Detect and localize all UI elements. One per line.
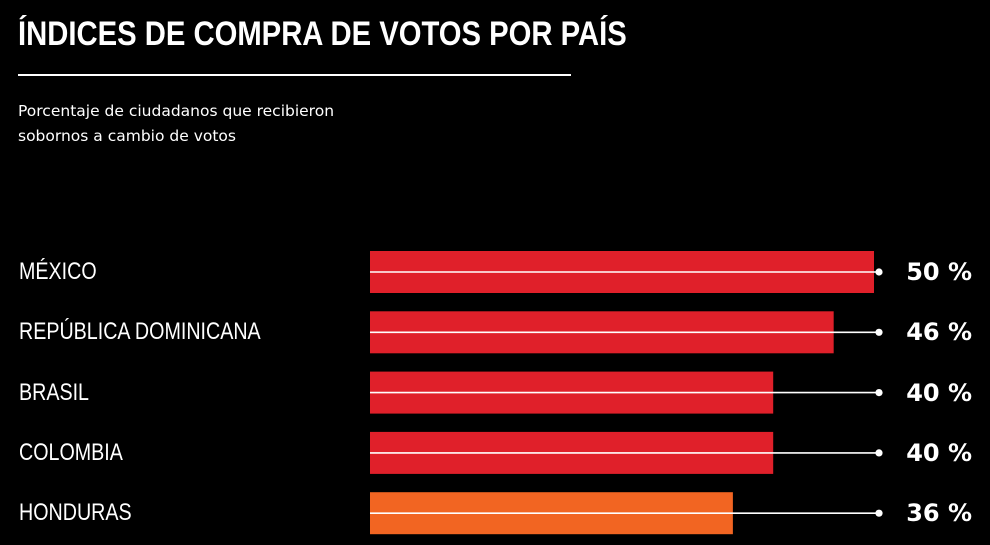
value-label: 50 % <box>906 258 972 286</box>
chart-title: ÍNDICES DE COMPRA DE VOTOS POR PAÍS <box>18 15 627 53</box>
category-label: REPÚBLICA DOMINICANA <box>19 318 261 346</box>
leader-dot <box>875 509 883 517</box>
category-label: BRASIL <box>19 378 90 406</box>
leader-dot <box>875 389 883 397</box>
value-label: 46 % <box>906 318 972 347</box>
category-label: COLOMBIA <box>19 438 123 466</box>
title-divider <box>18 74 571 76</box>
chart-subtitle: Porcentaje de ciudadanos que recibieron … <box>18 102 335 145</box>
leader-dot <box>875 328 883 336</box>
value-label: 40 % <box>906 378 972 407</box>
category-label: MÉXICO <box>19 258 97 285</box>
value-label: 36 % <box>906 499 972 528</box>
value-label: 40 % <box>906 438 972 467</box>
leader-dot <box>875 449 883 457</box>
leader-dot <box>875 268 883 276</box>
category-label: HONDURAS <box>19 499 132 527</box>
